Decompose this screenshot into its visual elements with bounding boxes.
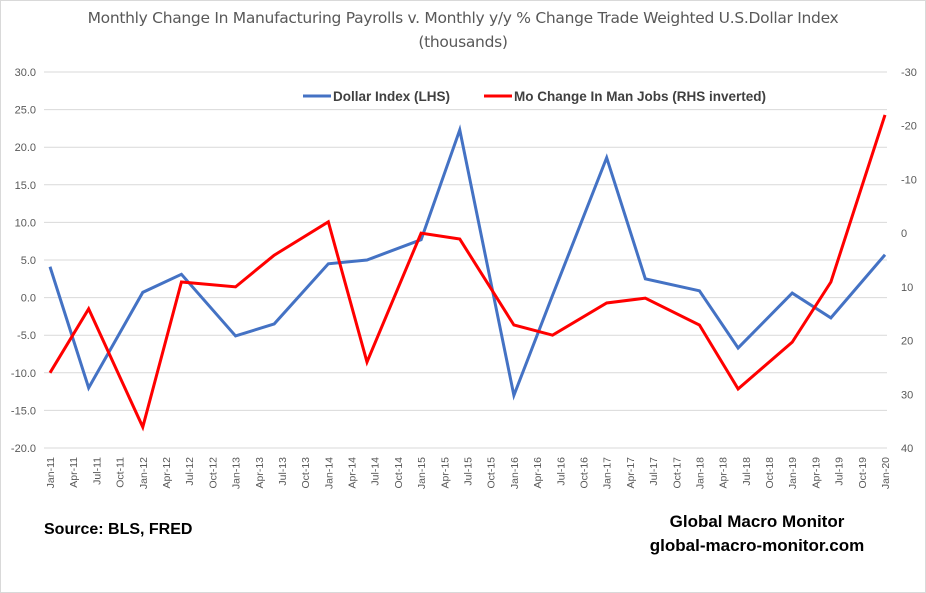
legend-label: Dollar Index (LHS)	[333, 89, 450, 104]
x-tick-label: Jan-14	[323, 457, 335, 489]
x-tick-label: Apr-12	[161, 457, 173, 489]
y-right-tick-label: 20	[901, 336, 913, 348]
x-tick-label: Oct-12	[207, 457, 219, 489]
y-right-tick-label: 10	[901, 282, 913, 294]
x-tick-label: Oct-16	[578, 457, 590, 489]
x-tick-label: Oct-19	[857, 457, 869, 489]
y-left-tick-label: 20.0	[15, 142, 36, 154]
x-tick-label: Jan-18	[694, 457, 706, 489]
x-tick-label: Apr-16	[532, 457, 544, 489]
x-tick-label: Jul-12	[184, 457, 196, 486]
brand-url: global-macro-monitor.com	[649, 536, 865, 555]
y-left-tick-label: -20.0	[11, 443, 36, 455]
gridlines	[44, 71, 887, 449]
x-tick-label: Apr-15	[439, 457, 451, 489]
x-tick-label: Jul-11	[91, 457, 103, 485]
x-tick-label: Oct-17	[671, 457, 683, 489]
legend-label: Mo Change In Man Jobs (RHS inverted)	[514, 89, 766, 104]
legend: Dollar Index (LHS) Mo Change In Man Jobs …	[303, 89, 766, 104]
x-tick-label: Jul-17	[648, 457, 660, 486]
x-axis: Jan-11 Apr-11 Jul-11 Oct-11 Jan-12 Apr-12 Jul-…	[45, 457, 892, 489]
x-tick-label: Jan-11	[45, 457, 57, 488]
series-lines	[48, 114, 887, 432]
y-left-tick-label: 15.0	[15, 180, 36, 192]
x-tick-label: Jul-15	[463, 457, 475, 486]
y-right-tick-label: -20	[901, 121, 917, 133]
x-tick-label: Jan-16	[509, 457, 521, 489]
x-tick-label: Oct-11	[115, 457, 127, 488]
x-tick-label: Oct-13	[300, 457, 312, 489]
source-note: Source: BLS, FRED	[44, 521, 193, 538]
x-tick-label: Apr-19	[810, 457, 822, 489]
x-tick-label: Jan-17	[602, 457, 614, 489]
y-axis-right: -30 -20 -10 0 10 20 30 40	[901, 67, 917, 455]
y-left-tick-label: -10.0	[11, 368, 36, 380]
y-right-tick-label: 40	[901, 443, 913, 455]
y-left-tick-label: 0.0	[21, 293, 36, 305]
x-tick-label: Oct-14	[393, 457, 405, 489]
y-left-tick-label: -15.0	[11, 405, 36, 417]
x-tick-label: Apr-11	[68, 457, 80, 488]
y-right-tick-label: -30	[901, 67, 917, 79]
x-tick-label: Apr-14	[347, 457, 359, 489]
x-tick-label: Jul-16	[555, 457, 567, 486]
x-tick-label: Apr-18	[718, 457, 730, 489]
y-left-tick-label: -5.0	[17, 330, 36, 342]
y-right-tick-label: 0	[901, 228, 907, 240]
brand-name: Global Macro Monitor	[669, 512, 845, 531]
x-tick-label: Jan-13	[231, 457, 243, 489]
x-tick-label: Jan-12	[138, 457, 150, 489]
chart-title: Monthly Change In Manufacturing Payrolls…	[87, 9, 839, 27]
x-tick-label: Jan-19	[787, 457, 799, 489]
y-left-tick-label: 10.0	[15, 217, 36, 229]
y-right-tick-label: 30	[901, 389, 913, 401]
x-tick-label: Jul-18	[741, 457, 753, 486]
chart-subtitle: (thousands)	[418, 33, 508, 51]
y-left-tick-label: 30.0	[15, 67, 36, 79]
y-axis-left: 30.0 25.0 20.0 15.0 10.0 5.0 0.0 -5.0 -10.0 -15.0…	[11, 67, 36, 455]
x-tick-label: Jan-15	[416, 457, 428, 489]
y-left-tick-label: 25.0	[15, 105, 36, 117]
x-tick-label: Jul-13	[277, 457, 289, 486]
x-tick-label: Apr-17	[625, 457, 637, 489]
y-right-tick-label: -10	[901, 174, 917, 186]
series-line-dollar-index	[48, 124, 887, 401]
x-tick-label: Jul-14	[370, 457, 382, 486]
y-left-tick-label: 5.0	[21, 255, 36, 267]
x-tick-label: Jul-19	[834, 457, 846, 486]
x-tick-label: Oct-18	[764, 457, 776, 489]
x-tick-label: Jan-20	[880, 457, 892, 489]
x-tick-label: Apr-13	[254, 457, 266, 489]
x-tick-label: Oct-15	[486, 457, 498, 489]
